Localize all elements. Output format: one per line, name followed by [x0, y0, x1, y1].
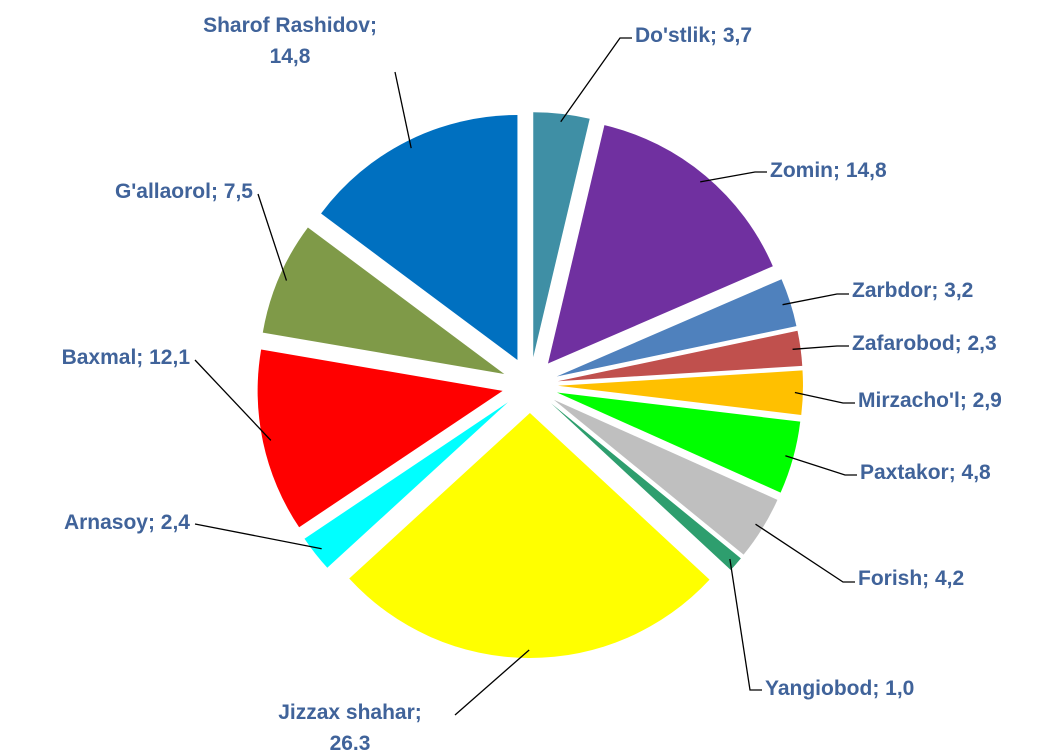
value-label: 4,8: [961, 461, 991, 484]
value-label: 4,2: [935, 567, 965, 590]
value-label: 1,0: [885, 677, 915, 700]
separator: ;: [931, 279, 945, 302]
value-label: 3,7: [722, 24, 753, 47]
pie-slice: [257, 349, 503, 528]
category-name: Mirzacho'l: [858, 389, 960, 412]
separator: ;: [414, 701, 422, 724]
separator: ;: [136, 346, 150, 369]
leader-line: [729, 558, 762, 691]
pie-slice: [557, 330, 803, 382]
pie-slice: [556, 279, 797, 377]
leader-line: [785, 455, 857, 476]
separator: ;: [210, 180, 224, 203]
category-name: Sharof Rashidov: [203, 14, 370, 37]
leader-line: [792, 345, 849, 350]
data-label: Forish; 4,2: [858, 563, 964, 594]
pie-slice: [321, 114, 518, 360]
data-label: Yangiobod; 1,0: [765, 673, 914, 704]
data-label: Arnasoy; 2,4: [0, 507, 190, 538]
pie-slice: [304, 402, 508, 568]
separator: ;: [954, 332, 968, 355]
pie-slice: [547, 125, 773, 364]
pie-slice: [556, 392, 801, 493]
category-name: Arnasoy: [63, 511, 148, 534]
value-label: 14,8: [845, 159, 887, 182]
data-label: Do'stlik; 3,7: [635, 20, 752, 51]
pie-slice: [533, 112, 590, 358]
separator: ;: [872, 677, 886, 700]
separator: ;: [959, 389, 973, 412]
category-name: Yangiobod: [765, 677, 873, 700]
pie-slice: [262, 227, 505, 374]
separator: ;: [147, 511, 161, 534]
separator: ;: [948, 461, 962, 484]
leader-line: [194, 523, 322, 550]
data-label: Sharof Rashidov; 14,8: [200, 10, 380, 72]
category-name: Jizzax shahar: [278, 701, 415, 724]
leader-line: [700, 171, 767, 183]
separator: ;: [369, 14, 377, 37]
leader-line: [755, 523, 855, 583]
data-label: Baxmal; 12,1: [0, 342, 190, 373]
value-label: 2,9: [972, 389, 1002, 412]
leader-line: [394, 71, 412, 149]
pie-slice: [557, 370, 803, 415]
separator: ;: [710, 24, 723, 47]
value-label: 26.3: [329, 732, 371, 753]
value-label: 2,4: [160, 511, 190, 534]
data-label: Mirzacho'l; 2,9: [858, 385, 1002, 416]
leader-line: [794, 391, 855, 404]
leader-line: [782, 293, 849, 306]
value-label: 2,3: [967, 332, 997, 355]
data-label: Zomin; 14,8: [770, 155, 887, 186]
category-name: Zarbdor: [852, 279, 932, 302]
category-name: G'allaorol: [114, 180, 211, 203]
value-label: 3,2: [944, 279, 974, 302]
leader-line: [194, 359, 272, 441]
leader-line: [257, 193, 288, 281]
pie-slice: [349, 412, 710, 658]
data-label: Zafarobod; 2,3: [852, 328, 997, 359]
data-label: G'allaorol; 7,5: [0, 176, 253, 207]
data-label: Jizzax shahar; 26.3: [255, 697, 445, 753]
leader-line: [560, 37, 632, 123]
value-label: 12,1: [149, 346, 190, 369]
category-name: Baxmal: [61, 346, 137, 369]
category-name: Paxtakor: [860, 461, 949, 484]
category-name: Zafarobod: [852, 332, 955, 355]
value-label: 7,5: [223, 180, 253, 203]
value-label: 14,8: [269, 45, 311, 68]
separator: ;: [922, 567, 935, 590]
category-name: Forish: [858, 567, 923, 590]
category-name: Zomin: [770, 159, 833, 182]
data-label: Paxtakor; 4,8: [860, 457, 991, 488]
pie-slice: [553, 399, 778, 555]
leader-line: [454, 649, 530, 716]
data-label: Zarbdor; 3,2: [852, 275, 973, 306]
separator: ;: [833, 159, 846, 182]
category-name: Do'stlik: [635, 24, 711, 47]
pie-slice: [551, 403, 741, 570]
